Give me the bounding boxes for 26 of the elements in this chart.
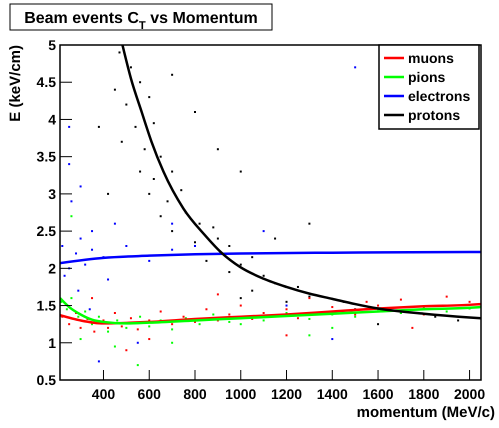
y-tick-label: 1.5 bbox=[36, 298, 56, 314]
y-tick-label: 1 bbox=[48, 334, 56, 351]
legend-label: muons bbox=[408, 50, 454, 66]
x-tick-label: 400 bbox=[92, 386, 116, 402]
x-tick-label: 2000 bbox=[454, 386, 486, 402]
x-tick-label: 800 bbox=[183, 386, 207, 402]
y-axis-title: E (keV/cm) bbox=[7, 45, 24, 122]
legend-label: pions bbox=[408, 69, 446, 85]
y-tick-label: 0.5 bbox=[36, 372, 56, 388]
y-tick-label: 5 bbox=[48, 37, 56, 53]
y-tick-label: 2.5 bbox=[36, 223, 56, 240]
y-tick-label: 4 bbox=[48, 111, 56, 128]
x-axis-title: momentum (MeV/c) bbox=[356, 404, 495, 421]
chart-title: Beam events C$_{T}$ vs Momentum bbox=[24, 10, 258, 32]
x-tick-label: 1200 bbox=[270, 386, 302, 402]
x-tick-label: 1600 bbox=[362, 386, 394, 402]
legend-label: protons bbox=[408, 107, 460, 123]
y-tick-label: 3.5 bbox=[36, 148, 56, 165]
y-tick-label: 4.5 bbox=[36, 74, 56, 90]
x-tick-label: 1000 bbox=[225, 386, 257, 402]
x-tick-label: 1800 bbox=[408, 386, 440, 402]
x-tick-label: 600 bbox=[138, 386, 162, 402]
y-tick-label: 3 bbox=[48, 186, 56, 202]
x-tick-label: 1400 bbox=[316, 386, 348, 402]
legend-label: electrons bbox=[408, 88, 470, 104]
y-tick-label: 2 bbox=[48, 260, 56, 276]
